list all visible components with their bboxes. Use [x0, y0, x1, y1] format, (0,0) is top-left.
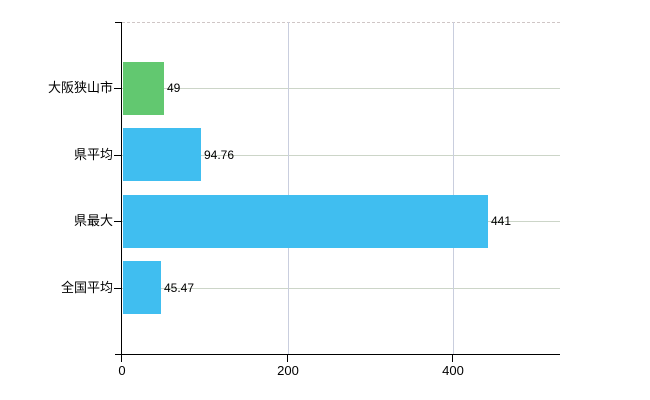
value-label: 49 — [167, 81, 181, 95]
bar-prefecture-average — [123, 128, 201, 181]
category-label-prefecture-max: 県最大 — [73, 213, 113, 228]
x-axis-tick-400 — [452, 355, 453, 362]
plot-top-border — [122, 22, 560, 23]
y-axis-tick — [114, 221, 121, 222]
category-label-osakasayama: 大阪狭山市 — [47, 80, 113, 95]
gridline-horizontal — [122, 155, 560, 156]
bar-prefecture-max — [123, 195, 488, 248]
y-axis-line — [121, 22, 122, 354]
gridline-horizontal — [122, 288, 560, 289]
y-axis-tick — [114, 288, 121, 289]
x-tick-label-0: 0 — [118, 363, 126, 378]
bar-national-average — [123, 261, 161, 314]
value-label: 45.47 — [164, 281, 195, 295]
x-axis-line — [115, 354, 560, 355]
x-axis-tick-0 — [121, 355, 122, 362]
x-axis-tick-200 — [287, 355, 288, 362]
value-label: 441 — [491, 214, 512, 228]
category-label-national-average: 全国平均 — [60, 280, 113, 295]
y-axis-top-tick — [115, 22, 122, 23]
x-tick-label-200: 200 — [277, 363, 299, 378]
bar-osakasayama — [123, 62, 164, 115]
gridline-vertical-400 — [453, 22, 454, 354]
category-label-prefecture-average: 県平均 — [73, 147, 113, 162]
x-tick-label-400: 400 — [442, 363, 464, 378]
y-axis-tick — [114, 88, 121, 89]
gridline-horizontal — [122, 88, 560, 89]
value-label: 94.76 — [204, 148, 235, 162]
y-axis-tick — [114, 155, 121, 156]
gridline-vertical-200 — [288, 22, 289, 354]
